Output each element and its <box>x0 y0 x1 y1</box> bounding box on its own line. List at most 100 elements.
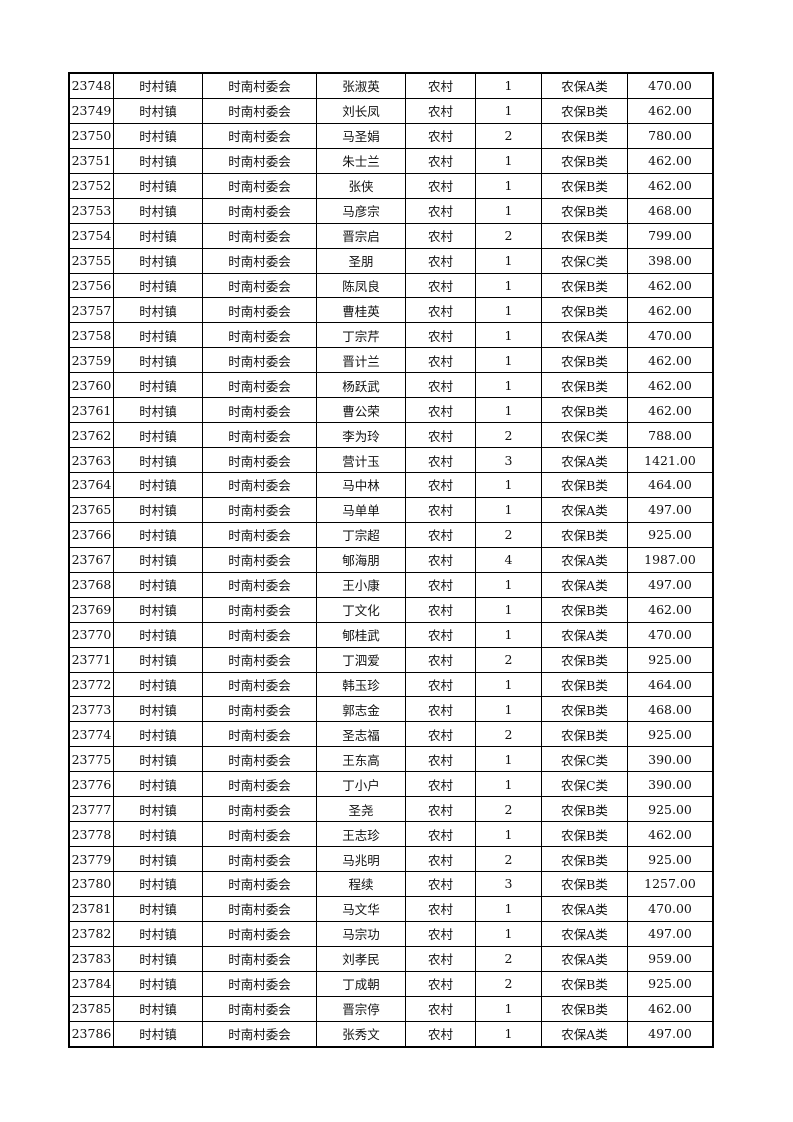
village-committee-cell: 时南村委会 <box>202 272 317 299</box>
insurance-category-cell: 农保B类 <box>541 846 628 872</box>
area-type-cell: 农村 <box>405 496 476 523</box>
record-id-cell: 23758 <box>68 322 114 349</box>
insurance-category-cell: 农保B类 <box>541 671 628 698</box>
record-id-cell: 23782 <box>68 920 114 947</box>
table-row: 23777 时村镇 时南村委会 圣尧 农村 2 农保B类 925.00 <box>68 796 714 823</box>
person-name-cell: 晋计兰 <box>316 347 406 374</box>
table-row: 23748 时村镇 时南村委会 张淑英 农村 1 农保A类 470.00 <box>68 72 714 99</box>
village-committee-cell: 时南村委会 <box>202 197 317 224</box>
household-count-cell: 2 <box>475 970 542 997</box>
village-committee-cell: 时南村委会 <box>202 970 317 997</box>
household-count-cell: 1 <box>475 147 542 174</box>
amount-cell: 1421.00 <box>627 447 714 473</box>
person-name-cell: 马兆明 <box>316 846 406 872</box>
record-id-cell: 23783 <box>68 945 114 972</box>
household-count-cell: 1 <box>475 322 542 349</box>
person-name-cell: 丁成朝 <box>316 970 406 997</box>
area-type-cell: 农村 <box>405 172 476 199</box>
town-cell: 时村镇 <box>113 447 203 473</box>
table-row: 23779 时村镇 时南村委会 马兆明 农村 2 农保B类 925.00 <box>68 846 714 872</box>
village-committee-cell: 时南村委会 <box>202 122 317 149</box>
insurance-category-cell: 农保A类 <box>541 322 628 349</box>
person-name-cell: 丁宗超 <box>316 521 406 548</box>
amount-cell: 464.00 <box>627 671 714 698</box>
village-committee-cell: 时南村委会 <box>202 147 317 174</box>
town-cell: 时村镇 <box>113 197 203 224</box>
record-id-cell: 23772 <box>68 671 114 698</box>
person-name-cell: 晋宗启 <box>316 222 406 249</box>
area-type-cell: 农村 <box>405 721 476 748</box>
amount-cell: 1987.00 <box>627 546 714 573</box>
village-committee-cell: 时南村委会 <box>202 945 317 972</box>
person-name-cell: 王东高 <box>316 746 406 773</box>
area-type-cell: 农村 <box>405 122 476 149</box>
town-cell: 时村镇 <box>113 472 203 498</box>
household-count-cell: 1 <box>475 821 542 848</box>
person-name-cell: 马宗功 <box>316 920 406 947</box>
household-count-cell: 1 <box>475 472 542 498</box>
record-id-cell: 23755 <box>68 247 114 274</box>
area-type-cell: 农村 <box>405 322 476 349</box>
insurance-category-cell: 农保B类 <box>541 272 628 299</box>
table-row: 23760 时村镇 时南村委会 杨跃武 农村 1 农保B类 462.00 <box>68 372 714 399</box>
insurance-category-cell: 农保B类 <box>541 222 628 249</box>
household-count-cell: 1 <box>475 920 542 947</box>
record-id-cell: 23786 <box>68 1020 114 1048</box>
town-cell: 时村镇 <box>113 147 203 174</box>
table-row: 23750 时村镇 时南村委会 马圣娟 农村 2 农保B类 780.00 <box>68 122 714 149</box>
record-id-cell: 23780 <box>68 871 114 897</box>
household-count-cell: 1 <box>475 496 542 523</box>
person-name-cell: 张秀文 <box>316 1020 406 1048</box>
village-committee-cell: 时南村委会 <box>202 447 317 473</box>
insurance-category-cell: 农保B类 <box>541 147 628 174</box>
area-type-cell: 农村 <box>405 895 476 922</box>
area-type-cell: 农村 <box>405 72 476 99</box>
amount-cell: 925.00 <box>627 521 714 548</box>
area-type-cell: 农村 <box>405 247 476 274</box>
area-type-cell: 农村 <box>405 945 476 972</box>
table-row: 23763 时村镇 时南村委会 营计玉 农村 3 农保A类 1421.00 <box>68 447 714 473</box>
town-cell: 时村镇 <box>113 621 203 648</box>
record-id-cell: 23776 <box>68 771 114 798</box>
insurance-category-cell: 农保B类 <box>541 646 628 673</box>
insurance-category-cell: 农保C类 <box>541 422 628 449</box>
person-name-cell: 丁泗爱 <box>316 646 406 673</box>
record-id-cell: 23779 <box>68 846 114 872</box>
record-id-cell: 23761 <box>68 397 114 424</box>
town-cell: 时村镇 <box>113 696 203 723</box>
village-committee-cell: 时南村委会 <box>202 247 317 274</box>
person-name-cell: 圣朋 <box>316 247 406 274</box>
town-cell: 时村镇 <box>113 995 203 1022</box>
table-row: 23755 时村镇 时南村委会 圣朋 农村 1 农保C类 398.00 <box>68 247 714 274</box>
amount-cell: 780.00 <box>627 122 714 149</box>
amount-cell: 390.00 <box>627 771 714 798</box>
person-name-cell: 曹桂英 <box>316 297 406 324</box>
amount-cell: 468.00 <box>627 696 714 723</box>
household-count-cell: 4 <box>475 546 542 573</box>
village-committee-cell: 时南村委会 <box>202 1020 317 1048</box>
town-cell: 时村镇 <box>113 895 203 922</box>
record-id-cell: 23748 <box>68 72 114 99</box>
household-count-cell: 2 <box>475 945 542 972</box>
village-committee-cell: 时南村委会 <box>202 821 317 848</box>
household-count-cell: 1 <box>475 895 542 922</box>
area-type-cell: 农村 <box>405 746 476 773</box>
amount-cell: 462.00 <box>627 347 714 374</box>
household-count-cell: 1 <box>475 172 542 199</box>
amount-cell: 470.00 <box>627 322 714 349</box>
town-cell: 时村镇 <box>113 422 203 449</box>
person-name-cell: 马圣娟 <box>316 122 406 149</box>
amount-cell: 497.00 <box>627 496 714 523</box>
table-row: 23756 时村镇 时南村委会 陈凤良 农村 1 农保B类 462.00 <box>68 272 714 299</box>
amount-cell: 468.00 <box>627 197 714 224</box>
household-count-cell: 1 <box>475 97 542 124</box>
household-count-cell: 1 <box>475 247 542 274</box>
record-id-cell: 23765 <box>68 496 114 523</box>
village-committee-cell: 时南村委会 <box>202 920 317 947</box>
person-name-cell: 刘孝民 <box>316 945 406 972</box>
table-row: 23782 时村镇 时南村委会 马宗功 农村 1 农保A类 497.00 <box>68 920 714 947</box>
amount-cell: 959.00 <box>627 945 714 972</box>
table-row: 23764 时村镇 时南村委会 马中林 农村 1 农保B类 464.00 <box>68 472 714 498</box>
record-id-cell: 23763 <box>68 447 114 473</box>
town-cell: 时村镇 <box>113 796 203 823</box>
